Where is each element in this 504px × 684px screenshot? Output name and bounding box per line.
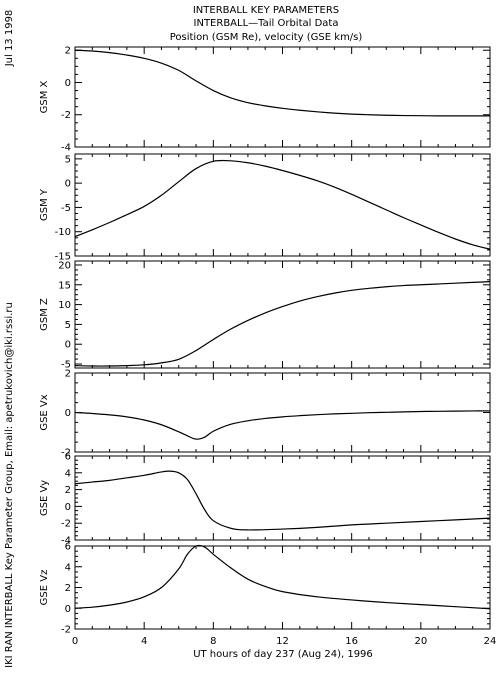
y-tick-label: 2 — [65, 46, 71, 57]
y-axis-label: GSE Vx — [39, 394, 50, 430]
title-line-2: INTERBALL—Tail Orbital Data — [194, 18, 339, 29]
y-tick-label: 0 — [65, 340, 71, 351]
y-tick-label: 2 — [65, 369, 71, 380]
x-tick-label: 12 — [276, 636, 289, 647]
y-tick-label: 0 — [65, 604, 71, 615]
panel-gse-vx: -2 0 2 GSE Vx — [39, 369, 491, 459]
plot-frame — [74, 545, 491, 630]
series-line — [74, 159, 491, 250]
y-tick-label: -2 — [61, 625, 71, 636]
y-tick-label: 5 — [65, 154, 71, 165]
plot-frame — [74, 372, 491, 453]
y-tick-label: 2 — [65, 485, 71, 496]
y-tick-label: 0 — [65, 78, 71, 89]
title-line-1: INTERBALL KEY PARAMETERS — [193, 5, 339, 16]
panel-gse-vy: -4 -2 0 2 4 6 GSE Vy — [39, 452, 491, 547]
y-axis-label: GSM X — [39, 80, 50, 113]
credit-label: IKI RAN INTERBALL Key Parameter Group, E… — [4, 302, 15, 668]
y-tick-label: -5 — [61, 360, 71, 371]
y-tick-label: 4 — [65, 468, 71, 479]
series-line — [74, 49, 490, 117]
y-tick-label: -4 — [61, 536, 71, 547]
y-tick-label: 0 — [65, 408, 71, 419]
x-axis-label: UT hours of day 237 (Aug 24), 1996 — [193, 649, 373, 660]
x-tick-label: 20 — [414, 636, 427, 647]
y-tick-label: 10 — [58, 300, 71, 311]
x-tick-label: 24 — [484, 636, 497, 647]
date-label: Jul 13 1998 — [4, 10, 15, 68]
series-line — [74, 470, 491, 531]
x-tick-label: 0 — [72, 636, 78, 647]
x-tick-label: 16 — [345, 636, 358, 647]
series-line — [74, 281, 491, 367]
y-tick-label: -15 — [55, 252, 71, 263]
panel-gsm-x: -4 -2 0 2 GSM X — [39, 46, 491, 154]
y-axis-label: GSE Vy — [39, 480, 50, 516]
y-tick-label: 6 — [65, 542, 71, 553]
plot-frame — [74, 153, 491, 257]
y-tick-label: -2 — [61, 448, 71, 459]
plot-frame — [74, 260, 491, 369]
y-tick-label: 20 — [58, 260, 71, 271]
y-tick-label: -4 — [61, 143, 71, 154]
y-tick-label: 4 — [65, 562, 71, 573]
y-tick-label: -2 — [61, 110, 71, 121]
y-tick-label: 15 — [58, 280, 71, 291]
y-tick-label: 2 — [65, 583, 71, 594]
y-tick-label: -2 — [61, 519, 71, 530]
y-tick-label: 5 — [65, 320, 71, 331]
panel-gsm-z: -5 0 5 10 15 20 GSM Z — [39, 260, 491, 371]
x-tick-label: 4 — [141, 636, 147, 647]
y-tick-label: 0 — [65, 502, 71, 513]
y-tick-label: 6 — [65, 452, 71, 463]
y-tick-label: -10 — [55, 227, 71, 238]
series-line — [74, 410, 491, 440]
plot-frame — [74, 46, 491, 148]
x-tick-label: 8 — [210, 636, 216, 647]
y-axis-label: GSM Y — [39, 188, 50, 221]
series-line — [74, 544, 491, 610]
y-axis-label: GSM Z — [39, 298, 50, 331]
panel-gse-vz: -2 0 2 4 6 GSE Vz — [39, 542, 491, 636]
title-line-3: Position (GSM Re), velocity (GSE km/s) — [170, 32, 363, 43]
y-tick-label: 0 — [65, 179, 71, 190]
plot-frame — [74, 455, 491, 541]
y-axis-label: GSE Vz — [39, 570, 50, 606]
y-tick-label: -5 — [61, 203, 71, 214]
panel-gsm-y: -15 -10 -5 0 5 GSM Y — [39, 153, 491, 263]
